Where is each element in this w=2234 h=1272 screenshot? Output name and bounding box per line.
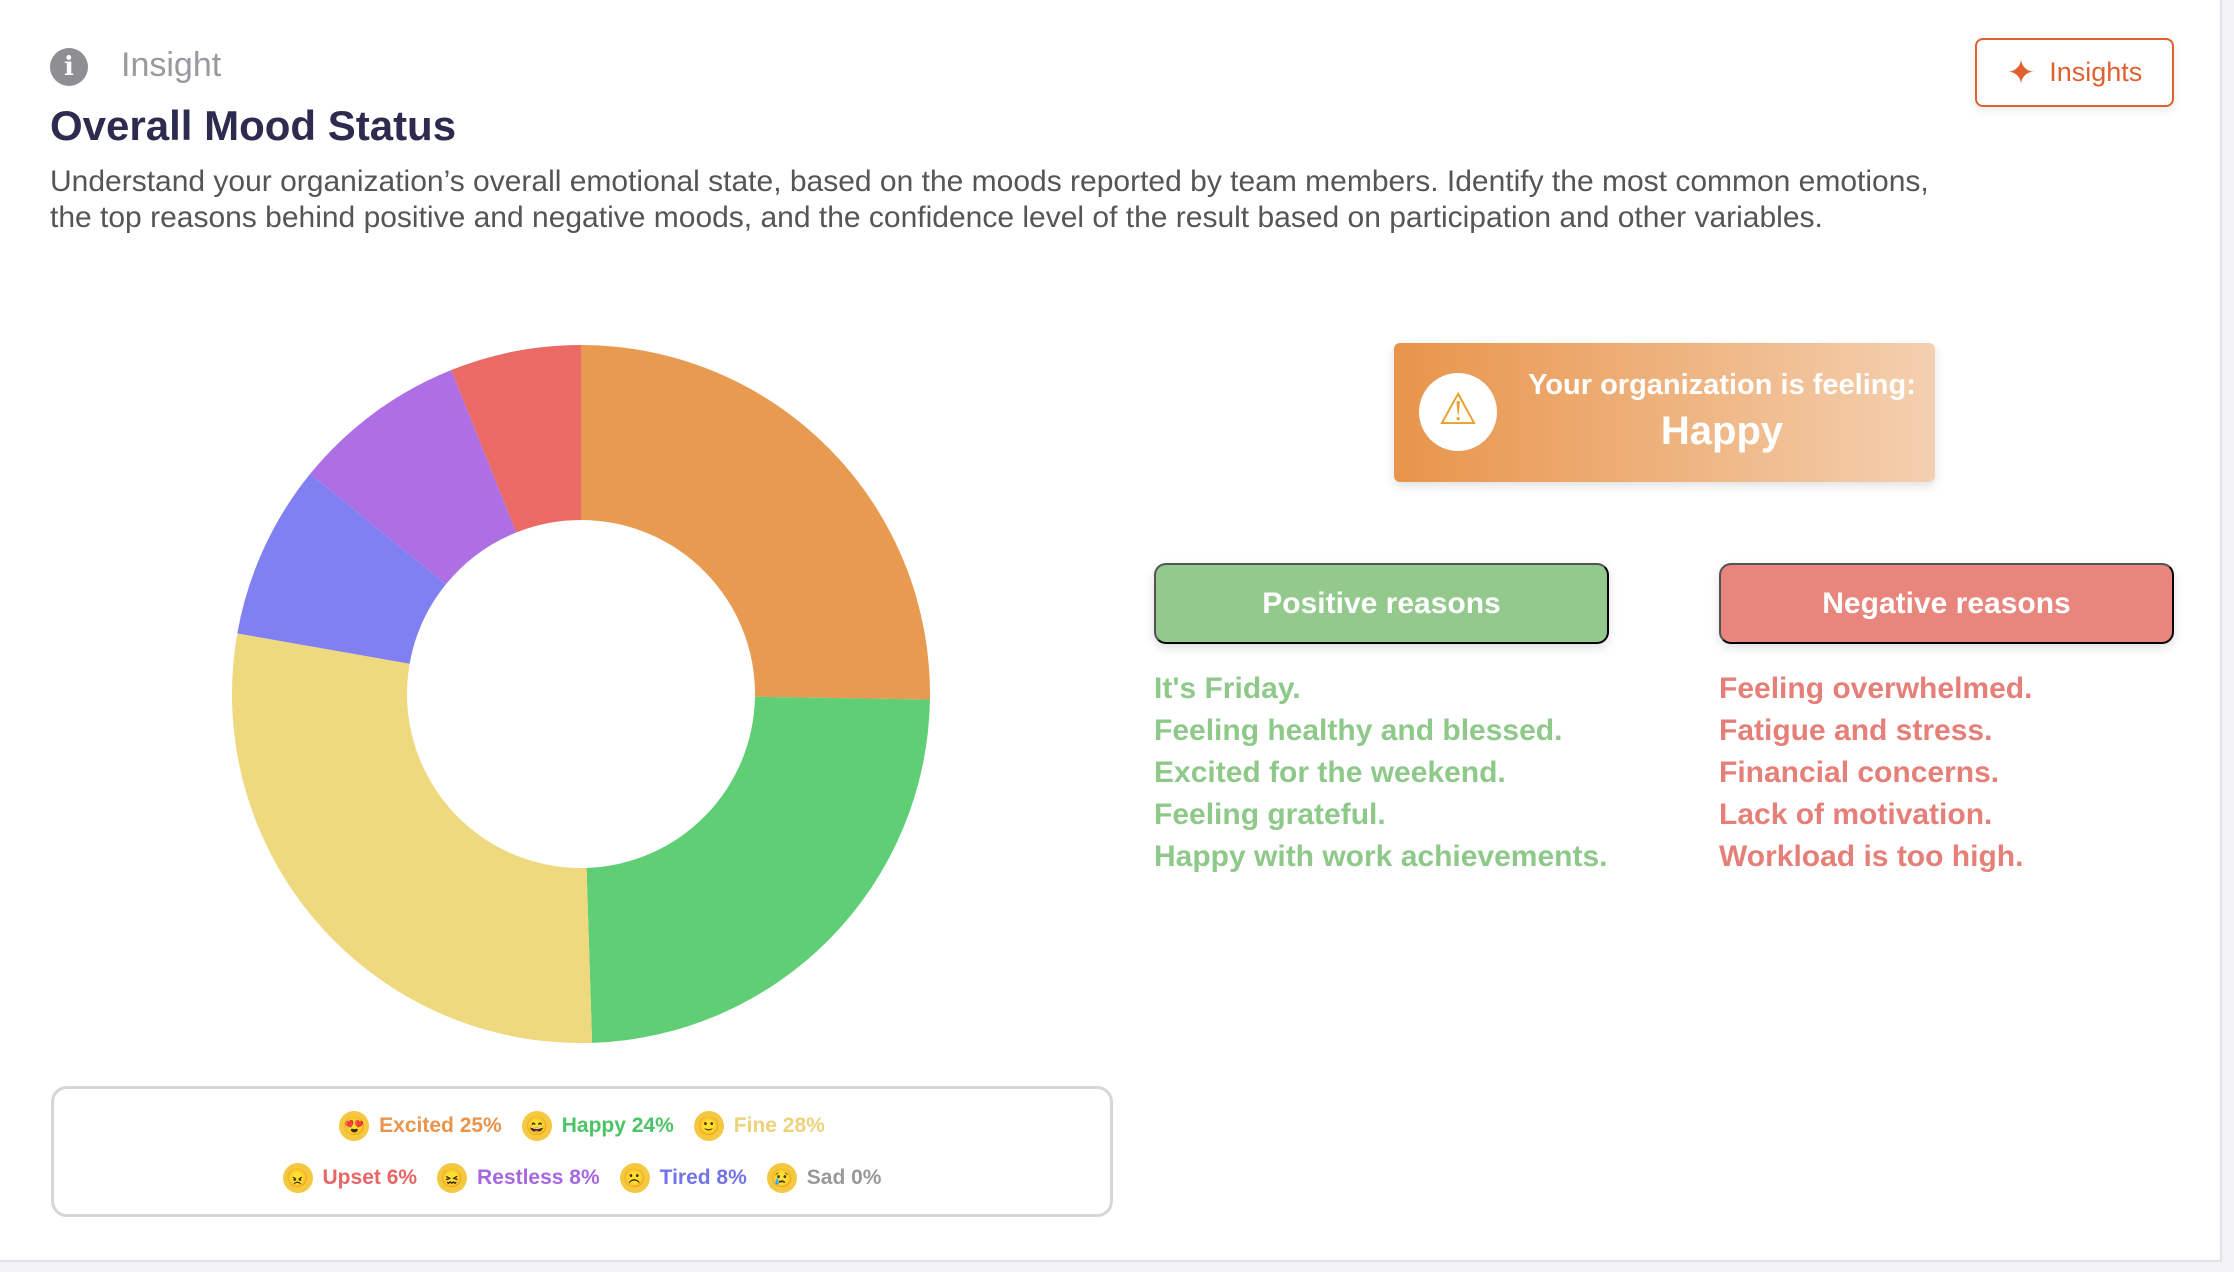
positive-reason-item: Feeling grateful. (1154, 798, 1386, 831)
donut-slice-tired[interactable] (237, 473, 446, 664)
donut-slice-excited[interactable] (581, 345, 930, 700)
negative-reason-item: Financial concerns. (1719, 756, 2000, 789)
feeling-label: Your organization is feeling: (1528, 369, 1916, 401)
donut-slice-happy[interactable] (586, 696, 930, 1043)
positive-reasons-button[interactable]: Positive reasons (1154, 563, 1609, 644)
legend-item: 🙂 Fine 28% (693, 1110, 825, 1141)
legend-item: 😖 Restless 8% (437, 1162, 600, 1193)
donut-slice-upset[interactable] (451, 345, 581, 533)
mood-emoji-icon: 😍 (339, 1110, 370, 1141)
negative-reasons-button[interactable]: Negative reasons (1719, 563, 2174, 644)
positive-reason-item: Feeling healthy and blessed. (1154, 714, 1563, 747)
positive-reason-item: Happy with work achievements. (1154, 840, 1608, 873)
feeling-card: ⚠ Your organization is feeling: Happy (1394, 343, 1935, 482)
mood-emoji-icon: 😢 (766, 1162, 797, 1193)
mood-emoji-icon: 🙂 (693, 1110, 724, 1141)
legend-label: Excited 25% (379, 1113, 502, 1137)
info-icon: i (50, 48, 88, 86)
donut-slice-restless[interactable] (310, 369, 517, 585)
positive-reasons-list: It's Friday. Feeling healthy and blessed.… (1154, 668, 1607, 878)
legend-label: Fine 28% (733, 1113, 825, 1137)
donut-slice-fine[interactable] (231, 633, 593, 1043)
sparkle-icon: ✦ (2006, 53, 2036, 92)
legend-item: 😢 Sad 0% (766, 1162, 882, 1193)
legend-label: Sad 0% (806, 1165, 882, 1189)
legend-item: 😠 Upset 6% (282, 1162, 418, 1193)
positive-reason-item: Excited for the weekend. (1154, 756, 1506, 789)
legend-label: Upset 6% (322, 1165, 418, 1189)
warning-icon: ⚠ (1419, 373, 1497, 451)
insights-button-label: Insights (2049, 57, 2143, 87)
negative-reasons-list: Feeling overwhelmed. Fatigue and stress. F… (1719, 668, 2032, 878)
page-title: Overall Mood Status (50, 102, 457, 149)
legend-item: ☹️ Tired 8% (619, 1162, 747, 1193)
insights-button[interactable]: ✦ Insights (1975, 38, 2174, 107)
description: Understand your organization’s overall e… (50, 165, 1929, 234)
legend-label: Restless 8% (477, 1165, 600, 1189)
mood-emoji-icon: ☹️ (619, 1162, 650, 1193)
legend-label: Happy 24% (561, 1113, 674, 1137)
negative-reason-item: Feeling overwhelmed. (1719, 672, 2033, 705)
negative-reason-item: Workload is too high. (1719, 840, 2024, 873)
section-kicker: Insight (121, 46, 222, 84)
legend-item: 😄 Happy 24% (521, 1110, 674, 1141)
mood-emoji-icon: 😄 (521, 1110, 552, 1141)
chart-legend: 😍 Excited 25% 😄 Happy 24% 🙂 Fine 28% 😠 Upset 6… (51, 1086, 1113, 1217)
mood-emoji-icon: 😖 (437, 1162, 468, 1193)
mood-emoji-icon: 😠 (282, 1162, 313, 1193)
feeling-value: Happy (1660, 409, 1784, 453)
negative-reason-item: Lack of motivation. (1719, 798, 1993, 831)
legend-item: 😍 Excited 25% (339, 1110, 502, 1141)
legend-label: Tired 8% (659, 1165, 747, 1189)
negative-reason-item: Fatigue and stress. (1719, 714, 1993, 747)
positive-reason-item: It's Friday. (1154, 672, 1301, 705)
mood-donut-chart (231, 345, 930, 1043)
